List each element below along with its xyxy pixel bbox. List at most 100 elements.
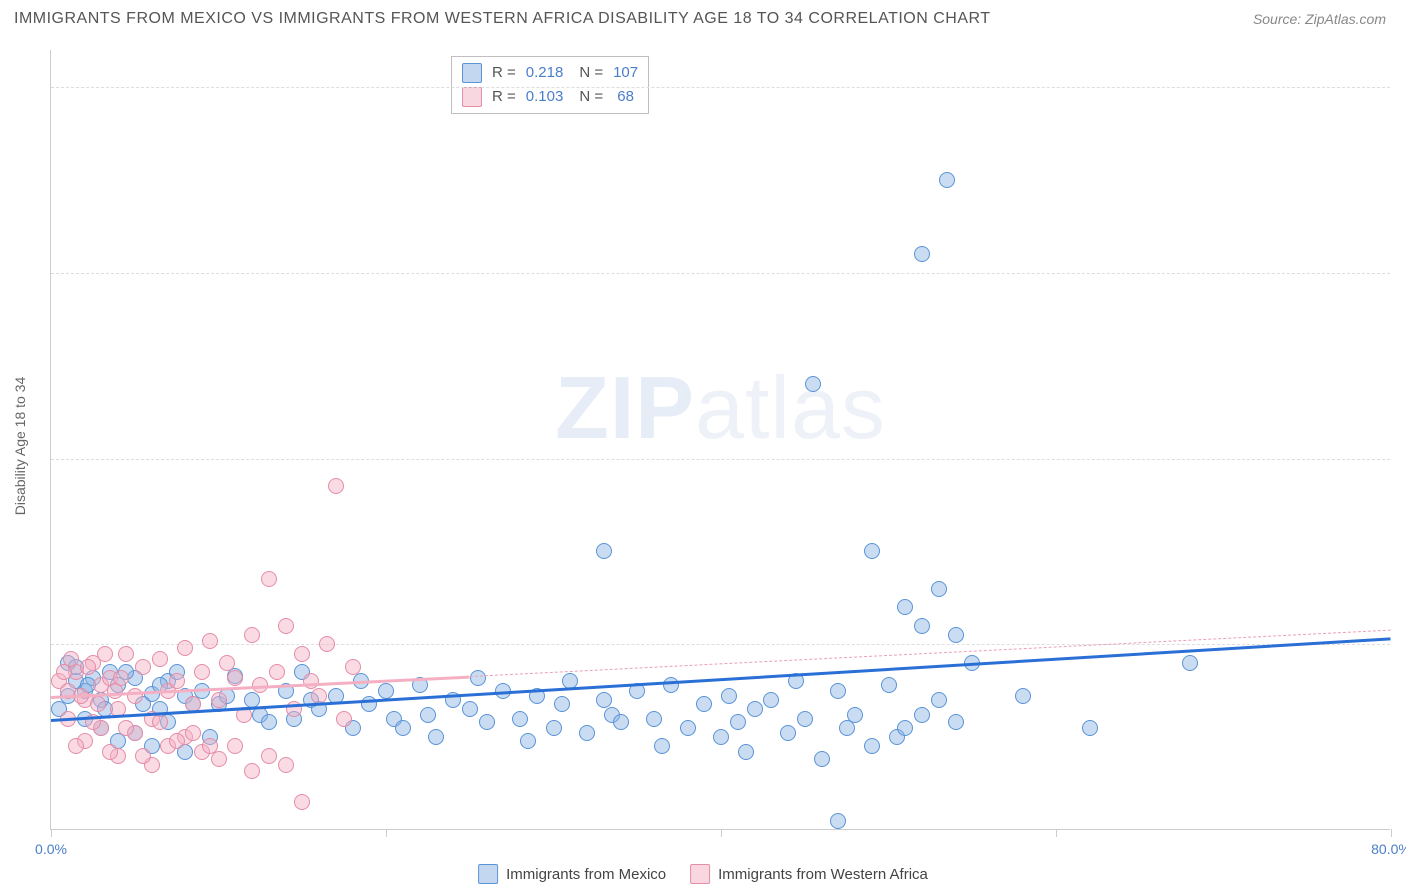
scatter-point-wafrica (319, 636, 335, 652)
scatter-point-mexico (680, 720, 696, 736)
scatter-point-mexico (830, 813, 846, 829)
scatter-point-mexico (646, 711, 662, 727)
scatter-point-wafrica (261, 571, 277, 587)
scatter-point-mexico (420, 707, 436, 723)
scatter-point-mexico (613, 714, 629, 730)
scatter-point-mexico (696, 696, 712, 712)
scatter-point-mexico (479, 714, 495, 730)
scatter-point-mexico (512, 711, 528, 727)
scatter-point-wafrica (118, 720, 134, 736)
scatter-point-wafrica (269, 664, 285, 680)
source-label: Source: ZipAtlas.com (1253, 11, 1386, 27)
swatch-blue-icon (478, 864, 498, 884)
chart-title: IMMIGRANTS FROM MEXICO VS IMMIGRANTS FRO… (14, 10, 991, 28)
scatter-point-wafrica (97, 646, 113, 662)
scatter-point-wafrica (194, 664, 210, 680)
scatter-point-mexico (939, 172, 955, 188)
scatter-point-mexico (864, 738, 880, 754)
scatter-point-wafrica (336, 711, 352, 727)
scatter-point-wafrica (80, 659, 96, 675)
gridline (51, 87, 1390, 88)
scatter-point-wafrica (244, 763, 260, 779)
scatter-point-mexico (897, 720, 913, 736)
scatter-point-mexico (747, 701, 763, 717)
scatter-point-wafrica (152, 651, 168, 667)
scatter-point-mexico (914, 707, 930, 723)
scatter-point-mexico (738, 744, 754, 760)
x-tick (386, 829, 387, 837)
gridline (51, 644, 1390, 645)
chart-header: IMMIGRANTS FROM MEXICO VS IMMIGRANTS FRO… (0, 0, 1406, 34)
scatter-point-mexico (554, 696, 570, 712)
scatter-point-wafrica (90, 696, 106, 712)
x-tick-label: 80.0% (1371, 841, 1406, 857)
scatter-point-mexico (780, 725, 796, 741)
scatter-point-mexico (847, 707, 863, 723)
scatter-point-wafrica (227, 738, 243, 754)
scatter-point-mexico (428, 729, 444, 745)
scatter-point-mexico (805, 376, 821, 392)
scatter-point-mexico (948, 627, 964, 643)
scatter-point-wafrica (152, 714, 168, 730)
legend-label: Immigrants from Mexico (506, 866, 666, 883)
scatter-point-mexico (830, 683, 846, 699)
legend-item-wafrica: Immigrants from Western Africa (690, 864, 928, 884)
scatter-point-wafrica (169, 673, 185, 689)
scatter-point-wafrica (177, 640, 193, 656)
swatch-blue-icon (462, 63, 482, 83)
scatter-point-wafrica (118, 646, 134, 662)
scatter-point-mexico (462, 701, 478, 717)
gridline (51, 273, 1390, 274)
scatter-point-wafrica (294, 646, 310, 662)
trendline-mexico (51, 637, 1391, 722)
scatter-point-mexico (470, 670, 486, 686)
scatter-point-mexico (579, 725, 595, 741)
scatter-point-mexico (663, 677, 679, 693)
scatter-point-mexico (378, 683, 394, 699)
swatch-pink-icon (462, 87, 482, 107)
scatter-point-wafrica (227, 670, 243, 686)
scatter-point-wafrica (202, 633, 218, 649)
scatter-point-wafrica (244, 627, 260, 643)
watermark: ZIPatlas (555, 357, 886, 459)
scatter-point-mexico (596, 543, 612, 559)
scatter-point-mexico (931, 692, 947, 708)
scatter-point-wafrica (294, 794, 310, 810)
scatter-chart: ZIPatlas R = 0.218 N = 107 R = 0.103 N =… (50, 50, 1390, 830)
scatter-point-wafrica (345, 659, 361, 675)
scatter-point-mexico (596, 692, 612, 708)
scatter-point-wafrica (219, 655, 235, 671)
scatter-point-mexico (931, 581, 947, 597)
scatter-point-mexico (914, 246, 930, 262)
scatter-point-wafrica (278, 618, 294, 634)
scatter-point-wafrica (113, 670, 129, 686)
scatter-point-mexico (361, 696, 377, 712)
scatter-point-mexico (721, 688, 737, 704)
scatter-point-mexico (654, 738, 670, 754)
x-tick-label: 0.0% (35, 841, 67, 857)
scatter-point-wafrica (303, 673, 319, 689)
scatter-point-mexico (797, 711, 813, 727)
scatter-point-wafrica (278, 757, 294, 773)
scatter-point-mexico (897, 599, 913, 615)
scatter-point-wafrica (102, 744, 118, 760)
scatter-point-mexico (1082, 720, 1098, 736)
scatter-point-mexico (713, 729, 729, 745)
scatter-point-mexico (1015, 688, 1031, 704)
scatter-point-mexico (914, 618, 930, 634)
scatter-point-wafrica (328, 478, 344, 494)
scatter-point-wafrica (261, 748, 277, 764)
swatch-pink-icon (690, 864, 710, 884)
scatter-point-mexico (546, 720, 562, 736)
y-axis-title: Disability Age 18 to 34 (12, 377, 28, 516)
scatter-point-mexico (395, 720, 411, 736)
scatter-point-mexico (730, 714, 746, 730)
scatter-point-mexico (948, 714, 964, 730)
x-tick (721, 829, 722, 837)
x-tick (1056, 829, 1057, 837)
scatter-point-wafrica (63, 651, 79, 667)
scatter-point-mexico (1182, 655, 1198, 671)
scatter-point-mexico (881, 677, 897, 693)
scatter-point-wafrica (68, 738, 84, 754)
x-tick (51, 829, 52, 837)
